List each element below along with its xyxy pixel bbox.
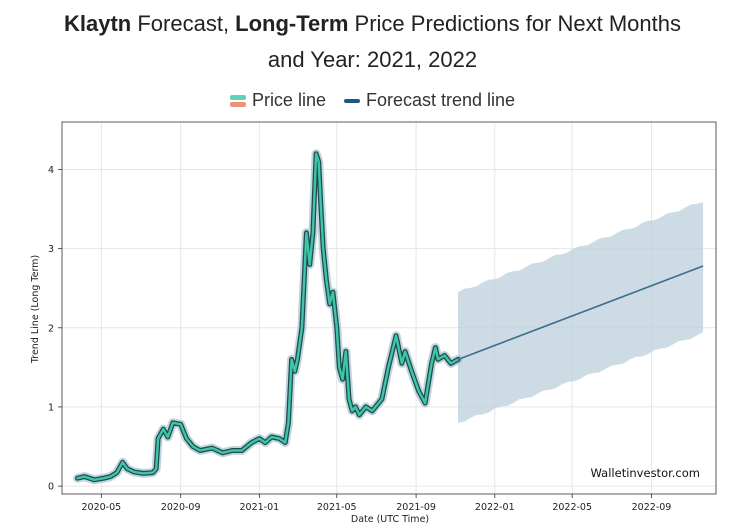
price-uncertainty-band xyxy=(73,149,463,485)
title-long-term: Long-Term xyxy=(235,11,349,36)
legend-item-price[interactable]: Price line xyxy=(229,90,326,111)
watermark-text: Walletinvestor.com xyxy=(591,466,700,480)
title-line-2: and Year: 2021, 2022 xyxy=(267,47,478,72)
series-lines xyxy=(73,149,704,485)
y-tick-label-2: 2 xyxy=(48,323,54,334)
title-text-b: Price Predictions for Next Months xyxy=(348,11,681,36)
x-tick-label-4: 2021-09 xyxy=(396,502,436,513)
x-tick-label-7: 2022-09 xyxy=(632,502,672,513)
x-tick-label-0: 2020-05 xyxy=(81,502,121,513)
price-line-outline xyxy=(75,151,461,483)
title-coin-name: Klaytn xyxy=(64,11,132,36)
chart-title: Klaytn Forecast, Long-Term Price Predict… xyxy=(0,6,745,78)
legend-swatch-trend xyxy=(343,98,360,103)
chart-legend: Price line Forecast trend line xyxy=(0,90,745,111)
x-tick-label-6: 2022-05 xyxy=(552,502,592,513)
plot-frame xyxy=(61,121,717,495)
y-tick-label-1: 1 xyxy=(48,402,54,413)
price-line xyxy=(76,152,460,481)
x-tick-label-5: 2022-01 xyxy=(475,502,515,513)
y-tick-label-3: 3 xyxy=(48,244,54,255)
forecast-trend-line xyxy=(457,265,704,361)
title-line-1: Klaytn Forecast, Long-Term Price Predict… xyxy=(0,6,745,42)
y-tick-label-0: 0 xyxy=(48,482,54,493)
legend-label-trend: Forecast trend line xyxy=(365,90,516,110)
legend-swatch-price xyxy=(229,94,246,107)
title-text-a: Forecast, xyxy=(131,11,236,36)
x-axis-label: Date (UTC Time) xyxy=(351,514,429,525)
legend-label-price: Price line xyxy=(251,90,326,110)
legend-item-trend[interactable]: Forecast trend line xyxy=(343,90,516,111)
x-tick-label-1: 2020-09 xyxy=(161,502,201,513)
x-tick-label-2: 2021-01 xyxy=(240,502,280,513)
y-tick-label-4: 4 xyxy=(48,165,54,176)
x-tick-label-3: 2021-05 xyxy=(317,502,357,513)
axes: 2020-05 2020-09 2021-01 2021-05 2021-09 2022-… xyxy=(48,121,717,513)
y-axis-label: Trend Line (Long Term) xyxy=(30,255,41,364)
